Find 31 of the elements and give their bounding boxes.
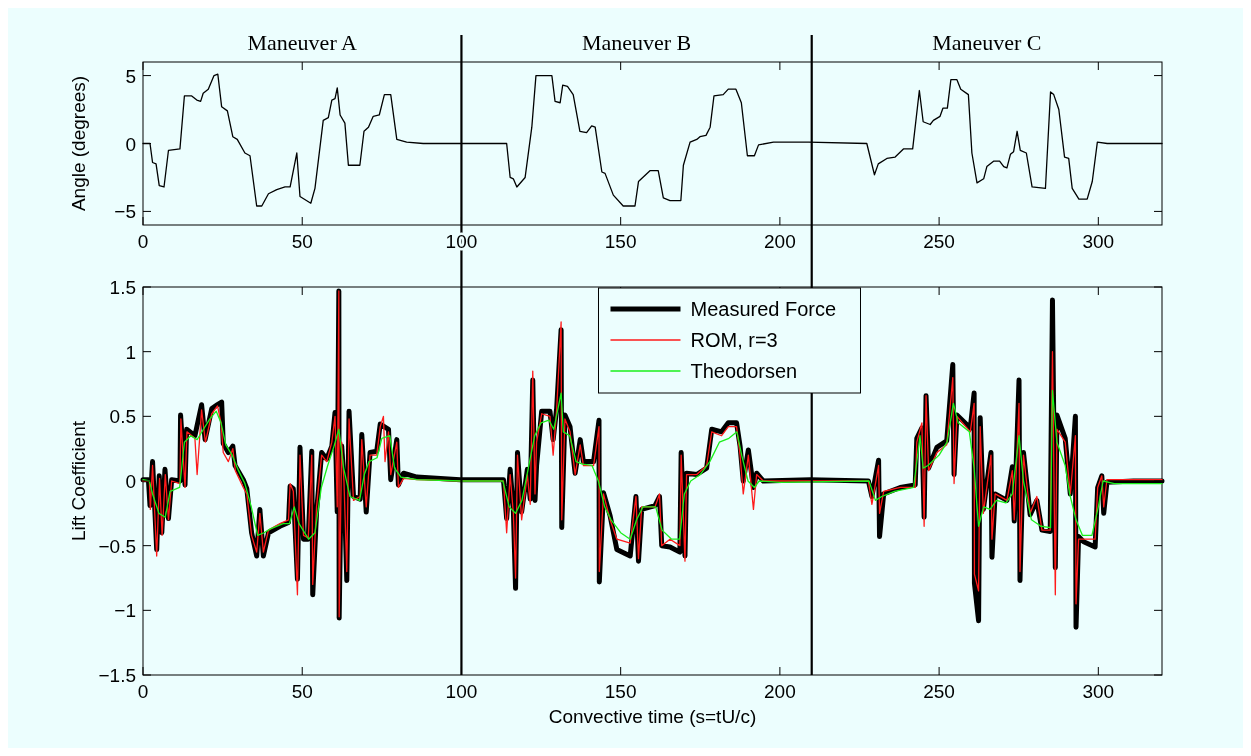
y-tick-label: −5	[114, 201, 136, 223]
x-tick-label: 300	[1082, 231, 1115, 252]
legend-label: ROM, r=3	[690, 329, 778, 351]
x-tick-label: 250	[923, 681, 955, 702]
y-tick-label: 0	[125, 471, 136, 492]
y-tick-label: −1	[114, 600, 136, 622]
y-axis-title: Angle (degrees)	[68, 75, 89, 212]
y-tick-label: 1.5	[109, 277, 136, 298]
x-tick-label: 300	[1082, 681, 1115, 702]
y-tick-label: −1.5	[98, 665, 136, 686]
x-tick-label: 200	[764, 231, 796, 252]
legend-label: Measured Force	[690, 298, 837, 320]
y-tick-label: 0.5	[109, 406, 136, 428]
x-tick-label: 50	[291, 231, 313, 252]
y-axis-title: Lift Coefficient	[68, 420, 89, 542]
text: Maneuver B	[581, 30, 692, 55]
x-tick-label: 150	[604, 231, 637, 252]
x-tick-label: 200	[764, 681, 796, 702]
x-tick-label: 100	[445, 681, 478, 702]
x-axis-title: Convective time (s=tU/c)	[548, 706, 757, 727]
x-tick-label: 150	[604, 681, 637, 702]
y-tick-label: 0	[125, 133, 136, 155]
y-tick-label: 1	[125, 341, 136, 363]
y-tick-label: −0.5	[98, 535, 136, 557]
x-tick-label: 250	[923, 231, 955, 252]
text: Maneuver C	[932, 30, 1042, 55]
text: Maneuver A	[247, 30, 358, 55]
y-tick-label: 5	[125, 65, 136, 87]
legend-label: Theodorsen	[690, 360, 798, 382]
x-tick-label: 50	[291, 681, 313, 702]
line-series	[142, 389, 1163, 540]
